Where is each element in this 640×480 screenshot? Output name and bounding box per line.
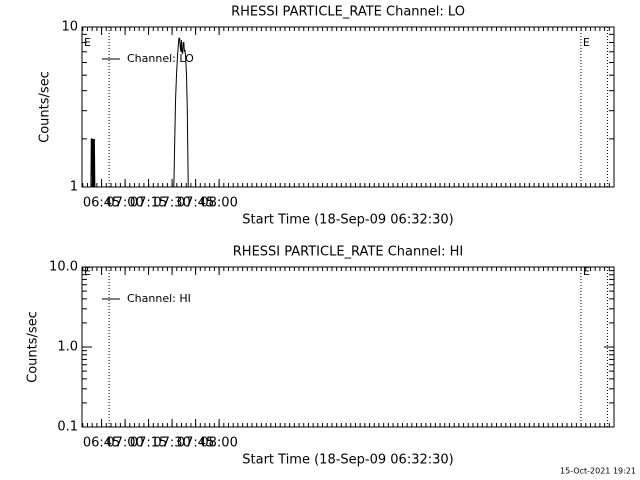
annotation-label: E — [583, 265, 590, 278]
y-axis-title: Counts/sec — [26, 311, 41, 383]
y-tick-label: 10.0 — [49, 260, 78, 275]
legend-label: Channel: HI — [127, 292, 191, 305]
x-tick-label: 07:45 — [177, 436, 214, 451]
y-tick-label: 1.0 — [57, 340, 78, 355]
y-tick-label: 1 — [70, 180, 78, 195]
x-axis-title: Start Time (18-Sep-09 06:32:30) — [242, 453, 453, 468]
x-tick-label: 08:00 — [200, 196, 237, 211]
footer-timestamp: 15-Oct-2021 19:21 — [560, 467, 636, 476]
x-tick-label: 07:30 — [153, 436, 190, 451]
x-tick-label: 07:00 — [106, 436, 143, 451]
plot-frame — [81, 266, 615, 428]
annotation-label: E — [84, 36, 91, 49]
y-tick-label: 10 — [61, 20, 78, 35]
x-tick-label: 07:00 — [106, 196, 143, 211]
chart-title: RHESSI PARTICLE_RATE Channel: LO — [231, 5, 465, 20]
annotation-label: E — [84, 265, 91, 278]
annotation-label: E — [583, 36, 590, 49]
x-tick-label: 08:00 — [200, 436, 237, 451]
x-tick-label: 07:45 — [177, 196, 214, 211]
x-tick-label: 07:15 — [130, 436, 167, 451]
y-axis-title: Counts/sec — [38, 71, 53, 143]
chart-title: RHESSI PARTICLE_RATE Channel: HI — [233, 245, 463, 260]
x-tick-label: 06:45 — [83, 196, 120, 211]
x-axis-title: Start Time (18-Sep-09 06:32:30) — [242, 213, 453, 228]
y-tick-label: 0.1 — [57, 420, 78, 435]
legend-label: Channel: LO — [127, 52, 194, 65]
x-tick-label: 07:30 — [153, 196, 190, 211]
x-tick-label: 06:45 — [83, 436, 120, 451]
data-line — [90, 37, 189, 188]
x-tick-label: 07:15 — [130, 196, 167, 211]
plot-frame — [81, 26, 615, 188]
